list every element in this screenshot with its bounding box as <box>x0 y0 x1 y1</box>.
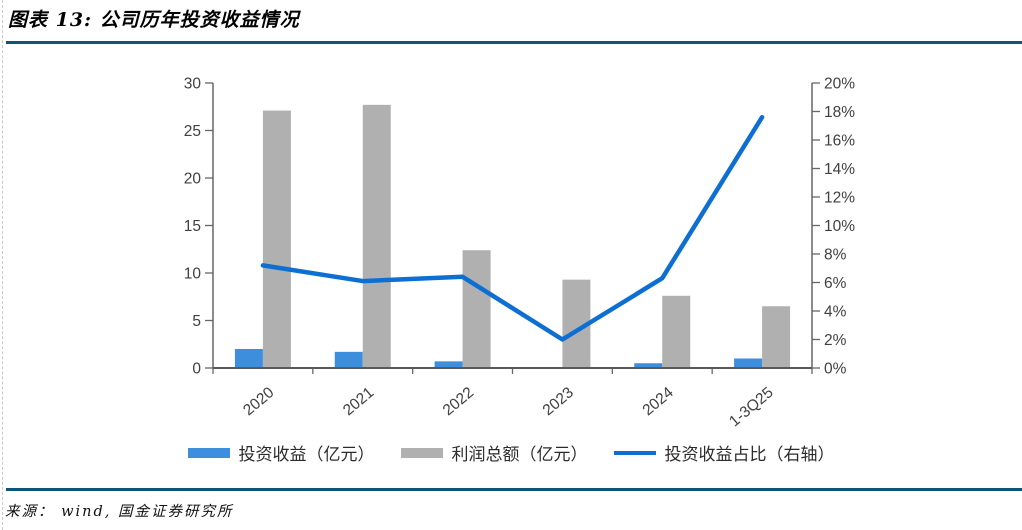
right-axis-tick-label: 8% <box>824 247 847 264</box>
left-axis-tick-label: 0 <box>192 361 201 378</box>
bar-total-profit <box>662 295 691 368</box>
source-note: 来源： wind, 国金证券研究所 <box>5 504 234 520</box>
right-axis-tick-label: 12% <box>824 190 855 207</box>
bar-total-profit <box>462 250 491 368</box>
legend-bar-swatch <box>187 447 230 458</box>
right-axis-tick-label: 10% <box>824 218 855 235</box>
bar-total-profit <box>262 110 291 369</box>
right-axis-tick-label: 4% <box>824 304 847 321</box>
left-axis-tick-label: 25 <box>184 123 201 140</box>
right-axis-tick-label: 14% <box>824 161 855 178</box>
legend-label: 投资收益占比（右轴） <box>664 445 835 464</box>
legend-label: 利润总额（亿元） <box>451 445 588 464</box>
legend-line-swatch <box>613 450 656 455</box>
right-axis-tick-label: 16% <box>824 133 855 150</box>
left-axis-tick-label: 15 <box>184 218 201 235</box>
footer-rule <box>6 488 1022 491</box>
x-axis-category-label: 2024 <box>639 384 677 419</box>
left-axis-tick-label: 30 <box>184 76 202 93</box>
left-axis-tick-label: 10 <box>184 266 202 283</box>
title-underline <box>6 41 1022 44</box>
bar-total-profit <box>362 104 391 368</box>
x-axis-category-label: 2020 <box>240 384 278 419</box>
bar-investment-income <box>734 358 763 368</box>
legend-item-2: 投资收益占比（右轴） <box>613 440 835 465</box>
bar-investment-income <box>634 363 663 368</box>
legend-label: 投资收益（亿元） <box>238 445 375 464</box>
right-axis-tick-label: 20% <box>824 76 855 93</box>
right-axis-tick-label: 2% <box>824 332 847 349</box>
legend-item-1: 利润总额（亿元） <box>400 440 588 465</box>
x-axis-category-label: 1-3Q25 <box>726 384 777 430</box>
figure-title: 图表 13: 公司历年投资收益情况 <box>8 9 300 31</box>
right-axis-tick-label: 0% <box>824 361 847 378</box>
bar-total-profit <box>762 306 791 368</box>
left-axis-tick-label: 5 <box>192 313 201 330</box>
legend-item-0: 投资收益（亿元） <box>187 440 375 465</box>
bar-investment-income <box>334 351 363 368</box>
investment-income-ratio-line <box>260 114 765 342</box>
legend-bar-swatch <box>400 447 443 458</box>
bar-investment-income <box>434 361 463 368</box>
page-left-dashed-border <box>2 0 3 530</box>
right-axis-tick-label: 6% <box>824 275 847 292</box>
x-axis-category-label: 2022 <box>440 384 477 419</box>
left-axis-tick-label: 20 <box>184 171 202 188</box>
x-axis-category-label: 2023 <box>540 384 577 419</box>
bar-investment-income <box>234 349 263 368</box>
chart-legend: 投资收益（亿元） 利润总额（亿元） 投资收益占比（右轴） <box>0 440 1022 465</box>
x-axis-category-label: 2021 <box>340 384 377 419</box>
right-axis-tick-label: 18% <box>824 104 855 121</box>
